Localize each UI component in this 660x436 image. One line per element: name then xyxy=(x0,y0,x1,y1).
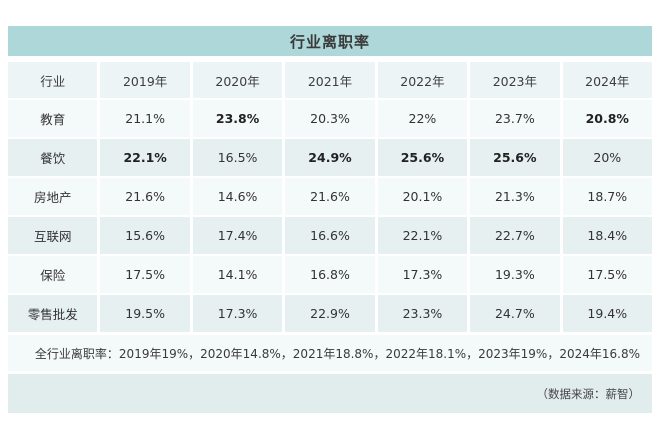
value-cell: 23.7% xyxy=(470,100,560,137)
value-cell: 19.4% xyxy=(562,295,652,332)
value-cell: 16.8% xyxy=(285,256,375,293)
value-cell: 18.4% xyxy=(562,217,652,254)
value-cell: 20.1% xyxy=(377,178,468,215)
column-header-2021: 2021年 xyxy=(285,62,375,98)
value-cell: 15.6% xyxy=(100,217,190,254)
value-cell: 17.5% xyxy=(100,256,190,293)
value-cell: 22.1% xyxy=(377,217,468,254)
value-cell: 25.6% xyxy=(377,139,468,176)
turnover-table: 行业 2019年 2020年 2021年 2022年 2023年 2024年 教… xyxy=(8,62,652,332)
value-cell: 23.3% xyxy=(377,295,468,332)
value-cell: 14.6% xyxy=(192,178,283,215)
column-header-2023: 2023年 xyxy=(470,62,560,98)
value-cell: 21.6% xyxy=(285,178,375,215)
value-cell: 20.3% xyxy=(285,100,375,137)
value-cell: 17.3% xyxy=(192,295,283,332)
table-title-bar: 行业离职率 xyxy=(8,26,652,56)
row-label: 餐饮 xyxy=(8,139,98,176)
row-label: 保险 xyxy=(8,256,98,293)
value-cell: 21.3% xyxy=(470,178,560,215)
value-cell: 18.7% xyxy=(562,178,652,215)
value-cell: 17.5% xyxy=(562,256,652,293)
column-header-2022: 2022年 xyxy=(377,62,468,98)
row-label: 教育 xyxy=(8,100,98,137)
column-header-industry: 行业 xyxy=(8,62,98,98)
column-header-2024: 2024年 xyxy=(562,62,652,98)
value-cell: 17.4% xyxy=(192,217,283,254)
row-label: 房地产 xyxy=(8,178,98,215)
value-cell: 21.1% xyxy=(100,100,190,137)
data-source-note: （数据来源：薪智） xyxy=(536,386,641,401)
value-cell: 24.7% xyxy=(470,295,560,332)
value-cell: 20.8% xyxy=(562,100,652,137)
value-cell: 17.3% xyxy=(377,256,468,293)
data-source-bar: （数据来源：薪智） xyxy=(8,374,652,413)
row-label: 互联网 xyxy=(8,217,98,254)
value-cell: 23.8% xyxy=(192,100,283,137)
value-cell: 16.6% xyxy=(285,217,375,254)
value-cell: 14.1% xyxy=(192,256,283,293)
value-cell: 22.1% xyxy=(100,139,190,176)
row-label: 零售批发 xyxy=(8,295,98,332)
value-cell: 25.6% xyxy=(470,139,560,176)
value-cell: 19.3% xyxy=(470,256,560,293)
value-cell: 22.9% xyxy=(285,295,375,332)
value-cell: 16.5% xyxy=(192,139,283,176)
value-cell: 20% xyxy=(562,139,652,176)
overall-turnover-summary-bar: 全行业离职率：2019年19%，2020年14.8%，2021年18.8%，20… xyxy=(8,335,652,371)
value-cell: 22% xyxy=(377,100,468,137)
value-cell: 22.7% xyxy=(470,217,560,254)
page-title: 行业离职率 xyxy=(289,32,370,51)
overall-turnover-summary: 全行业离职率：2019年19%，2020年14.8%，2021年18.8%，20… xyxy=(34,346,640,361)
column-header-2020: 2020年 xyxy=(192,62,283,98)
table-content: 行业离职率 行业 2019年 2020年 2021年 2022年 2023年 2… xyxy=(8,26,652,413)
value-cell: 21.6% xyxy=(100,178,190,215)
value-cell: 19.5% xyxy=(100,295,190,332)
value-cell: 24.9% xyxy=(285,139,375,176)
column-header-2019: 2019年 xyxy=(100,62,190,98)
